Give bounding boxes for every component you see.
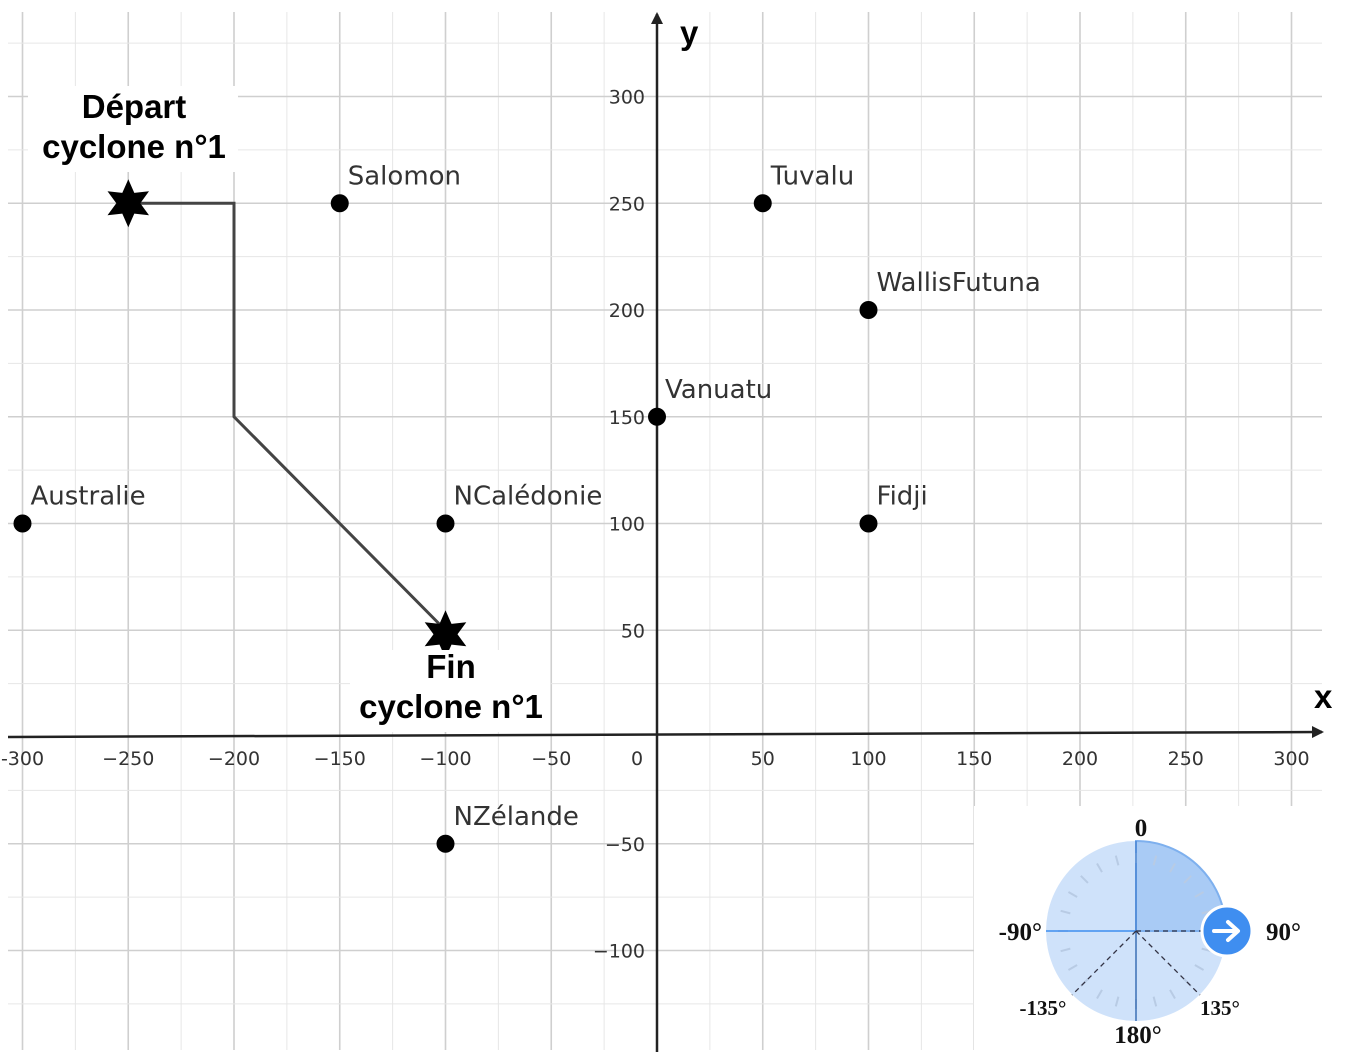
dial-tick [1096,862,1103,873]
dial-southwest-dashed-line [1071,930,1137,996]
place-label: Salomon [348,161,461,191]
x-tick-label: −250 [102,748,154,770]
cyclone-end-label-line2: cyclone n°1 [359,688,543,725]
dial-tick [1114,996,1120,1007]
dial-tick [1060,909,1071,915]
cyclone-end-label-line1: Fin [426,648,475,685]
dial-tick [1114,855,1120,866]
y-tick-label: 100 [609,514,645,536]
star-shape [424,610,467,659]
place-label: Vanuatu [665,375,772,405]
place-label: NCalédonie [454,482,603,512]
dial-label-north: 0 [1135,815,1148,842]
y-tick-label: −50 [605,834,645,856]
x-tick-label: −200 [208,748,260,770]
place-dot [753,194,772,213]
x-tick-label: 250 [1168,748,1204,770]
place-point: Tuvalu [753,161,854,213]
cyclone-path [128,201,447,632]
dial-tick [1169,862,1176,873]
y-tick-label: 300 [609,87,645,109]
cyclone-start-label-line1: Départ [82,88,187,125]
x-tick-label: 100 [850,748,886,770]
place-point: Fidji [859,482,928,533]
dial-label-southeast: 135° [1200,996,1240,1020]
dial-tick [1194,891,1205,898]
place-point: WallisFutuna [859,268,1041,319]
dial-tick [1183,875,1192,884]
place-label: Fidji [877,482,928,512]
arrow-right-icon [1212,920,1240,942]
x-tick-label: 300 [1273,748,1309,770]
dial-tick [1152,855,1158,866]
place-label: WallisFutuna [877,268,1041,298]
end-label-background [350,650,550,732]
place-dot [648,407,666,426]
x-tick-label: −50 [531,748,571,770]
x-tick-label: -300 [1,748,44,770]
axes [7,12,1324,1052]
x-tick-label: 200 [1062,748,1098,770]
place-dot [859,514,878,533]
x-tick-label: 150 [956,748,992,770]
dial-tick [1060,947,1071,953]
place-point: NCalédonie [436,482,603,533]
dial-tick [1152,996,1158,1007]
x-tick-label: 0 [631,748,643,770]
dial-handle-button[interactable] [1200,904,1254,958]
place-point: NZélande [436,802,579,853]
place-dot [436,834,455,853]
place-point: Salomon [330,161,461,213]
place-label: Australie [31,482,146,512]
y-tick-label: 200 [609,300,645,322]
dial-tick [1067,891,1078,898]
y-tick-label: −100 [593,941,645,963]
dial-label-west: -90° [999,919,1042,946]
y-tick-label: 50 [621,620,645,642]
start-label-background [28,86,238,172]
star-shape [107,179,149,228]
place-dot [13,514,32,533]
y-axis-label: y [680,14,699,51]
y-tick-label: 150 [609,407,645,429]
x-tick-label: −100 [419,748,471,770]
x-tick-label: −150 [314,748,366,770]
dial-southeast-dashed-line [1135,930,1201,996]
place-points: Salomon Tuvalu WallisFutuna Vanuatu Australi… [13,161,1041,853]
dial-label-southwest: -135° [1020,996,1067,1020]
place-point: Vanuatu [648,375,772,426]
y-tick-label: 250 [609,193,645,215]
cyclone-start-label-line2: cyclone n°1 [42,128,226,165]
cyclone-start-star-icon [107,179,149,228]
place-dot [330,194,349,213]
x-axis-label: x [1314,678,1333,715]
dial-tick [1194,964,1205,971]
tick-labels: -300 −250 −200 −150 −100 −50 0 50 100 150 200 250 30… [1,87,1310,963]
dial-tick [1169,989,1176,1000]
place-dot [859,301,878,319]
place-label: NZélande [454,802,579,832]
dial-label-east: 90° [1266,919,1301,946]
cyclone-end-star-icon [424,610,467,659]
dial-label-south: 180° [1114,1022,1162,1049]
place-label: Tuvalu [770,161,854,191]
dial-tick [1080,875,1089,884]
x-axis-line [7,726,1324,739]
place-point: Australie [13,482,146,533]
direction-dial: 0 90° -90° 180° -135° 135° [974,806,1324,1054]
x-tick-label: 50 [751,748,775,770]
place-dot [436,514,455,533]
dial-tick [1067,964,1078,971]
dial-tick [1096,989,1103,1000]
